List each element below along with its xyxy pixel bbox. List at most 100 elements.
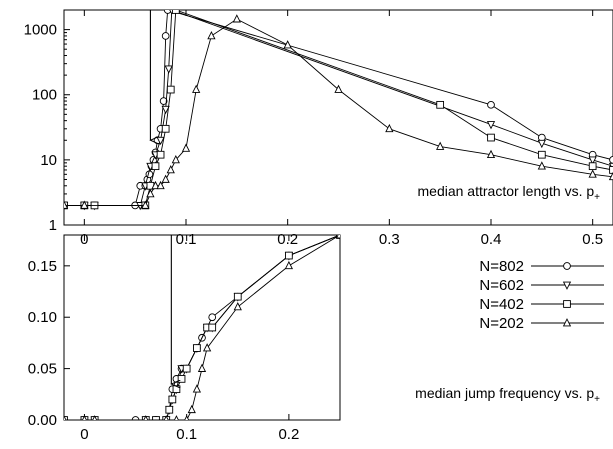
top-point-N=602 bbox=[588, 156, 597, 165]
top-point-N=202 bbox=[588, 169, 597, 178]
top-y-tick-label: 100 bbox=[32, 87, 57, 104]
top-point-N=202 bbox=[385, 123, 394, 133]
bottom-y-tick-label: 0.15 bbox=[28, 258, 57, 275]
top-chart: median attractor length vs. p+ 00.10.20.… bbox=[24, 9, 613, 248]
bottom-point-N=202 bbox=[143, 415, 149, 420]
top-point-N=802 bbox=[487, 100, 495, 109]
top-point-N=202 bbox=[181, 143, 191, 152]
top-point-N=402 bbox=[588, 162, 597, 171]
bottom-chart: median jump frequency vs. p+ 0 0.1 0.2 0.00… bbox=[28, 234, 600, 443]
top-point-N=202 bbox=[141, 200, 150, 209]
top-y-tick-label: 1 bbox=[49, 217, 57, 234]
top-point-N=402 bbox=[161, 124, 170, 133]
top-point-N=402 bbox=[171, 10, 180, 14]
top-point-N=402 bbox=[487, 133, 495, 142]
top-point-N=202 bbox=[171, 154, 180, 164]
bottom-y-tick-label: 0.05 bbox=[28, 361, 57, 378]
top-point-N=202 bbox=[486, 149, 496, 159]
top-point-N=402 bbox=[609, 166, 613, 174]
top-point-N=802 bbox=[161, 32, 170, 40]
top-x-tick-label: 0.1 bbox=[176, 231, 197, 248]
bottom-point-N=402 bbox=[64, 416, 68, 420]
top-x-tick-label: 0.3 bbox=[379, 231, 400, 248]
bottom-point-N=802 bbox=[131, 416, 140, 420]
bottom-point-N=202 bbox=[335, 235, 340, 239]
bottom-point-N=202 bbox=[202, 343, 212, 352]
bottom-point-N=202 bbox=[92, 415, 98, 420]
top-point-N=602 bbox=[161, 105, 170, 115]
top-point-N=202 bbox=[156, 180, 165, 190]
top-point-N=402 bbox=[537, 150, 546, 159]
bottom-x-tick-label: 0.2 bbox=[278, 426, 299, 443]
bottom-point-N=402 bbox=[233, 292, 242, 301]
bottom-point-N=202 bbox=[192, 384, 202, 393]
top-point-N=202 bbox=[283, 40, 292, 49]
legend: N=802 N=602 N=402 N=202 bbox=[479, 258, 604, 332]
top-annotation: median attractor length vs. p+ bbox=[418, 183, 601, 203]
top-point-N=402 bbox=[156, 150, 165, 159]
top-point-N=202 bbox=[232, 14, 241, 23]
top-point-N=402 bbox=[436, 100, 445, 109]
bottom-point-N=202 bbox=[187, 404, 196, 414]
top-point-N=602 bbox=[164, 65, 173, 74]
bottom-x-tick-label: 0 bbox=[80, 426, 88, 443]
bottom-point-N=202 bbox=[284, 260, 294, 270]
bottom-y-tick-label: 0.00 bbox=[28, 412, 57, 429]
top-point-N=202 bbox=[207, 31, 216, 40]
bottom-series-line-N=202 bbox=[64, 235, 340, 420]
bottom-point-N=402 bbox=[177, 375, 186, 383]
top-point-N=202 bbox=[166, 165, 175, 174]
top-point-N=602 bbox=[537, 139, 546, 149]
bottom-point-N=402 bbox=[182, 364, 191, 373]
top-point-N=202 bbox=[436, 141, 445, 150]
top-point-N=202 bbox=[161, 174, 170, 183]
top-point-N=802 bbox=[163, 10, 172, 14]
top-point-N=802 bbox=[145, 170, 154, 179]
top-point-N=402 bbox=[151, 162, 160, 171]
top-point-N=202 bbox=[334, 84, 343, 93]
bottom-plot-frame bbox=[63, 234, 341, 421]
top-point-N=402 bbox=[166, 85, 175, 94]
top-point-N=602 bbox=[486, 121, 496, 130]
bottom-y-tick-label: 0.10 bbox=[28, 309, 57, 326]
bottom-point-N=402 bbox=[172, 385, 181, 394]
top-point-N=202 bbox=[64, 200, 69, 209]
top-x-tick-label: 0.4 bbox=[481, 231, 502, 248]
top-point-N=202 bbox=[146, 189, 155, 198]
top-point-N=202 bbox=[537, 161, 546, 170]
top-point-N=202 bbox=[80, 200, 89, 209]
legend-marker bbox=[562, 318, 572, 327]
top-point-N=802 bbox=[159, 97, 168, 105]
bottom-point-N=202 bbox=[64, 415, 67, 420]
bottom-point-N=402 bbox=[193, 344, 201, 352]
top-point-N=802 bbox=[609, 156, 613, 164]
bottom-point-N=402 bbox=[152, 416, 160, 420]
bottom-point-N=202 bbox=[173, 415, 179, 420]
top-x-tick-label: 0.2 bbox=[277, 231, 298, 248]
bottom-point-N=402 bbox=[168, 395, 177, 404]
bottom-point-N=202 bbox=[81, 415, 87, 420]
bottom-point-N=402 bbox=[208, 323, 217, 332]
bottom-annotation: median jump frequency vs. p+ bbox=[415, 385, 600, 405]
legend-marker bbox=[563, 300, 571, 308]
bottom-point-N=402 bbox=[165, 405, 174, 414]
legend-label: N=402 bbox=[479, 296, 524, 313]
legend-label: N=802 bbox=[479, 258, 524, 275]
top-point-N=202 bbox=[192, 84, 201, 93]
legend-marker bbox=[562, 281, 572, 290]
top-point-N=202 bbox=[608, 171, 613, 181]
top-x-tick-label: 0.5 bbox=[582, 231, 603, 248]
legend-label: N=602 bbox=[479, 277, 524, 294]
top-plot-frame bbox=[63, 9, 613, 226]
top-point-N=202 bbox=[151, 180, 160, 190]
bottom-series-line-N=802 bbox=[64, 235, 340, 420]
bottom-point-N=202 bbox=[197, 363, 207, 372]
legend-marker bbox=[563, 262, 571, 270]
top-y-tick-label: 10 bbox=[40, 152, 57, 169]
bottom-series-line-N=402 bbox=[64, 235, 340, 420]
bottom-point-N=802 bbox=[208, 313, 217, 322]
top-y-tick-label: 1000 bbox=[24, 22, 57, 39]
bottom-x-tick-label: 0.1 bbox=[176, 426, 197, 443]
bottom-point-N=202 bbox=[184, 415, 190, 420]
